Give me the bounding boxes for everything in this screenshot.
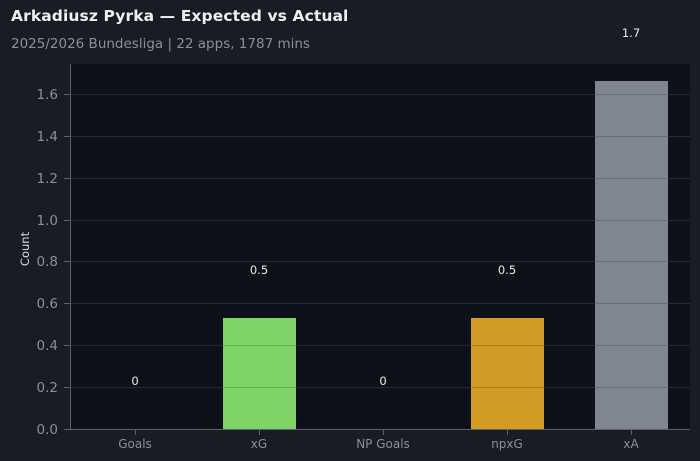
y-tick-mark [64, 303, 70, 304]
bar-gridline [594, 344, 668, 346]
bar-gridline [594, 302, 668, 304]
value-label: 0 [379, 374, 387, 388]
x-tick-label: npxG [491, 437, 523, 451]
value-label: 0 [131, 374, 139, 388]
x-tick-label: xG [250, 437, 268, 451]
y-tick-label: 1.6 [36, 87, 58, 103]
bar-gridline [594, 260, 668, 262]
x-tick-label: Goals [118, 437, 152, 451]
value-label: 0.5 [497, 263, 517, 277]
y-tick-mark [64, 429, 70, 430]
y-gridline [70, 178, 690, 179]
y-tick-label: 1.2 [36, 171, 58, 187]
y-tick-label: 1.0 [36, 213, 58, 229]
y-gridline [70, 303, 690, 304]
bar-npxg [470, 318, 544, 429]
y-tick-mark [64, 178, 70, 179]
y-tick-label: 0.8 [36, 254, 58, 270]
x-tick-mark [383, 430, 384, 435]
chart-subtitle: 2025/2026 Bundesliga | 22 apps, 1787 min… [11, 36, 310, 52]
y-tick-label: 1.4 [36, 129, 58, 145]
y-tick-mark [64, 345, 70, 346]
x-tick-label: xA [623, 437, 639, 451]
plot-area [70, 64, 690, 429]
x-axis-line [70, 429, 690, 430]
x-tick-label: NP Goals [356, 437, 410, 451]
bar-gridline [594, 386, 668, 388]
y-gridline [70, 261, 690, 262]
y-axis-line [70, 64, 71, 430]
y-gridline [70, 94, 690, 95]
y-tick-mark [64, 387, 70, 388]
y-gridline [70, 345, 690, 346]
y-gridline [70, 220, 690, 221]
y-tick-label: 0.2 [36, 380, 58, 396]
x-tick-mark [631, 430, 632, 435]
y-tick-mark [64, 220, 70, 221]
bar-gridline [594, 135, 668, 137]
bar-gridline [470, 344, 544, 346]
x-tick-mark [135, 430, 136, 435]
y-gridline [70, 387, 690, 388]
y-tick-label: 0.0 [36, 422, 58, 438]
bar-xg [222, 318, 296, 429]
y-tick-label: 0.4 [36, 338, 58, 354]
value-label: 0.5 [249, 263, 269, 277]
bar-gridline [470, 386, 544, 388]
y-gridline [70, 136, 690, 137]
chart-title: Arkadiusz Pyrka — Expected vs Actual [11, 7, 349, 25]
y-tick-mark [64, 94, 70, 95]
bar-gridline [222, 386, 296, 388]
y-axis-title: Count [18, 231, 32, 267]
x-tick-mark [507, 430, 508, 435]
y-tick-mark [64, 261, 70, 262]
bar-xa [594, 81, 668, 429]
bar-gridline [594, 93, 668, 95]
y-tick-mark [64, 136, 70, 137]
x-tick-mark [259, 430, 260, 435]
y-tick-label: 0.6 [36, 296, 58, 312]
bar-gridline [594, 177, 668, 179]
bar-gridline [594, 219, 668, 221]
value-label: 1.7 [621, 26, 641, 40]
bar-gridline [222, 344, 296, 346]
